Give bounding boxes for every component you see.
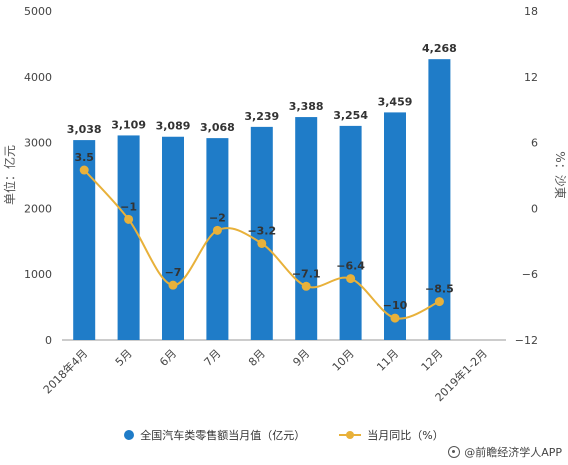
line-value-label: −6.4 — [336, 260, 365, 273]
x-tick-label: 9月 — [290, 347, 312, 369]
source-logo-icon — [448, 446, 461, 458]
line-point — [212, 225, 222, 235]
bar-value-label: 4,268 — [422, 42, 457, 55]
x-tick-label: 7月 — [202, 347, 224, 369]
y-left-tick-label: 3000 — [24, 137, 52, 150]
bars — [73, 59, 451, 341]
x-tick-label: 2018年4月 — [40, 346, 90, 396]
bar — [162, 136, 184, 340]
legend-line-swatch — [339, 430, 362, 440]
bar-value-label: 3,068 — [200, 121, 235, 134]
legend: 全国汽车类零售额当月值（亿元） 当月同比（%） — [0, 425, 568, 445]
bar — [384, 112, 406, 340]
bar-value-label: 3,038 — [67, 123, 102, 136]
y-left-tick-label: 1000 — [24, 268, 52, 281]
x-tick-label: 5月 — [113, 347, 135, 369]
source-text: @前瞻经济学人APP — [464, 446, 562, 459]
x-tick-label: 12月 — [419, 347, 446, 374]
x-tick-label: 8月 — [246, 347, 268, 369]
line-point — [301, 281, 311, 291]
line-series — [79, 165, 444, 323]
line-point — [79, 165, 89, 175]
line-point — [434, 297, 444, 307]
bar-value-label: 3,388 — [289, 100, 324, 113]
bar — [339, 125, 362, 340]
bar — [206, 138, 229, 340]
y-left-tick-label: 2000 — [24, 202, 52, 215]
line-point — [346, 274, 356, 284]
y-right-tick-label: 18 — [524, 5, 538, 18]
bar-value-label: 3,109 — [111, 118, 146, 131]
legend-item-bar: 全国汽车类零售额当月值（亿元） — [124, 427, 305, 443]
y-right-tick-label: 0 — [531, 202, 538, 215]
y-right-axis-title: %：沙東 — [553, 151, 567, 198]
legend-bar-label: 全国汽车类零售额当月值（亿元） — [140, 429, 306, 442]
legend-item-line: 当月同比（%） — [339, 427, 444, 443]
line-point — [390, 313, 400, 323]
bar-value-label: 3,089 — [156, 120, 191, 133]
bar — [295, 117, 318, 340]
bar-value-label: 3,239 — [244, 110, 279, 123]
line-value-label: −2 — [209, 211, 226, 224]
line-value-label: −8.5 — [425, 283, 454, 296]
legend-line-label: 当月同比（%） — [367, 429, 444, 442]
y-right-tick-label: −12 — [515, 334, 538, 347]
line-point — [257, 238, 267, 248]
legend-bar-swatch — [124, 430, 135, 440]
x-tick-label: 10月 — [330, 347, 357, 374]
data-labels: 3,038 3,109 3,089 3,068 3,239 3,388 3,254 3,459… — [67, 42, 457, 312]
y-right-tick-label: 6 — [531, 137, 538, 150]
bar — [73, 140, 96, 340]
source-credit: @前瞻经济学人APP — [448, 444, 562, 460]
bar-value-label: 3,254 — [333, 109, 368, 122]
bar — [250, 126, 273, 340]
bar — [428, 59, 451, 341]
y-left-axis-title: 单位：亿元 — [2, 145, 17, 205]
bar — [117, 135, 140, 340]
line-point — [124, 214, 134, 224]
line-point — [168, 280, 178, 290]
y-left-tick-label: 0 — [45, 334, 52, 347]
line-value-label: −3.2 — [247, 224, 276, 237]
x-tick-label: 11月 — [374, 347, 401, 374]
bar-value-label: 3,459 — [378, 95, 413, 108]
y-left-tick-label: 4000 — [24, 71, 52, 84]
line-value-label: −1 — [120, 200, 137, 213]
y-right-tick-label: −6 — [522, 268, 538, 281]
line-value-label: −7.1 — [292, 267, 321, 280]
y-right-tick-label: 12 — [524, 71, 538, 84]
line-value-label: 3.5 — [74, 151, 94, 164]
x-tick-label: 6月 — [157, 347, 179, 369]
line-value-label: −10 — [383, 299, 408, 312]
y-left-tick-label: 5000 — [24, 5, 52, 18]
line-value-label: −7 — [165, 266, 182, 279]
